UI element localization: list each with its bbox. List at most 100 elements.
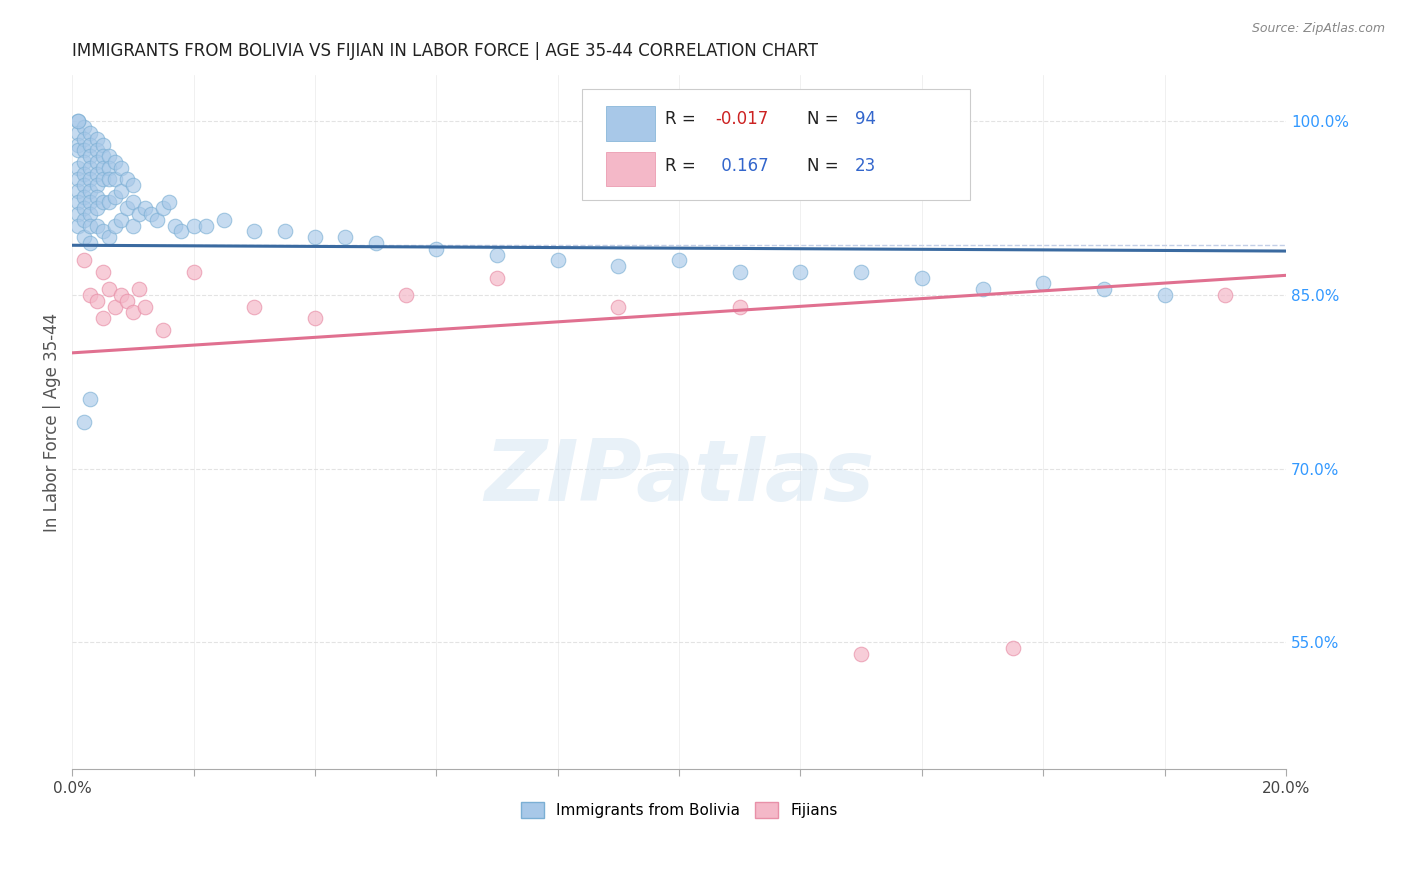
- Text: 23: 23: [855, 157, 876, 175]
- Point: [183, 219, 205, 233]
- Point: [67, 195, 90, 210]
- Point: [79, 195, 101, 210]
- Point: [607, 259, 630, 273]
- Point: [183, 265, 205, 279]
- Point: [486, 270, 509, 285]
- Point: [395, 288, 418, 302]
- Point: [73, 253, 96, 268]
- Point: [104, 189, 127, 203]
- Point: [97, 195, 120, 210]
- Point: [104, 219, 127, 233]
- Point: [79, 149, 101, 163]
- Point: [67, 219, 90, 233]
- Point: [115, 172, 138, 186]
- Point: [79, 235, 101, 250]
- Point: [165, 219, 187, 233]
- Text: -0.017: -0.017: [716, 110, 769, 128]
- Point: [110, 161, 132, 175]
- Point: [67, 137, 90, 152]
- Point: [972, 282, 994, 296]
- Point: [79, 207, 101, 221]
- Point: [86, 293, 108, 308]
- Text: 0.167: 0.167: [716, 157, 768, 175]
- Point: [152, 201, 174, 215]
- Point: [849, 647, 872, 661]
- Text: IMMIGRANTS FROM BOLIVIA VS FIJIAN IN LABOR FORCE | AGE 35-44 CORRELATION CHART: IMMIGRANTS FROM BOLIVIA VS FIJIAN IN LAB…: [72, 42, 818, 60]
- Point: [110, 212, 132, 227]
- Point: [157, 195, 180, 210]
- Text: R =: R =: [665, 110, 700, 128]
- Point: [146, 212, 169, 227]
- Point: [139, 207, 162, 221]
- Text: N =: N =: [807, 157, 844, 175]
- Point: [1153, 288, 1175, 302]
- Point: [607, 300, 630, 314]
- Point: [849, 265, 872, 279]
- Point: [91, 265, 114, 279]
- Point: [122, 305, 145, 319]
- Point: [73, 189, 96, 203]
- Point: [73, 144, 96, 158]
- Legend: Immigrants from Bolivia, Fijians: Immigrants from Bolivia, Fijians: [515, 796, 844, 824]
- Point: [335, 230, 357, 244]
- Point: [212, 212, 235, 227]
- Point: [1032, 277, 1054, 291]
- Point: [91, 311, 114, 326]
- Point: [67, 114, 90, 128]
- Point: [97, 161, 120, 175]
- FancyBboxPatch shape: [606, 152, 655, 186]
- Point: [86, 201, 108, 215]
- Point: [128, 207, 150, 221]
- Point: [91, 172, 114, 186]
- Point: [134, 201, 156, 215]
- Point: [79, 161, 101, 175]
- Point: [110, 184, 132, 198]
- Y-axis label: In Labor Force | Age 35-44: In Labor Force | Age 35-44: [44, 313, 60, 532]
- Point: [86, 155, 108, 169]
- Point: [73, 132, 96, 146]
- Point: [911, 270, 934, 285]
- Point: [86, 178, 108, 193]
- Point: [364, 235, 387, 250]
- Point: [73, 212, 96, 227]
- Point: [97, 282, 120, 296]
- Point: [728, 300, 751, 314]
- Point: [104, 172, 127, 186]
- Point: [152, 323, 174, 337]
- Point: [67, 126, 90, 140]
- Point: [86, 167, 108, 181]
- Point: [73, 155, 96, 169]
- Point: [122, 195, 145, 210]
- Point: [104, 300, 127, 314]
- Point: [79, 172, 101, 186]
- Point: [86, 219, 108, 233]
- Point: [67, 114, 90, 128]
- Point: [486, 247, 509, 261]
- Point: [79, 288, 101, 302]
- Point: [73, 230, 96, 244]
- Text: R =: R =: [665, 157, 700, 175]
- Point: [86, 189, 108, 203]
- Point: [122, 219, 145, 233]
- Point: [91, 149, 114, 163]
- Point: [97, 230, 120, 244]
- Point: [115, 293, 138, 308]
- Point: [128, 282, 150, 296]
- Point: [73, 167, 96, 181]
- Point: [79, 184, 101, 198]
- Point: [425, 242, 447, 256]
- Point: [73, 415, 96, 429]
- Point: [304, 230, 326, 244]
- Point: [67, 161, 90, 175]
- Point: [1213, 288, 1236, 302]
- Point: [104, 155, 127, 169]
- Point: [134, 300, 156, 314]
- Point: [1001, 640, 1024, 655]
- Text: 94: 94: [855, 110, 876, 128]
- Point: [273, 224, 295, 238]
- Point: [110, 288, 132, 302]
- Point: [547, 253, 569, 268]
- Point: [86, 132, 108, 146]
- Point: [122, 178, 145, 193]
- Point: [97, 172, 120, 186]
